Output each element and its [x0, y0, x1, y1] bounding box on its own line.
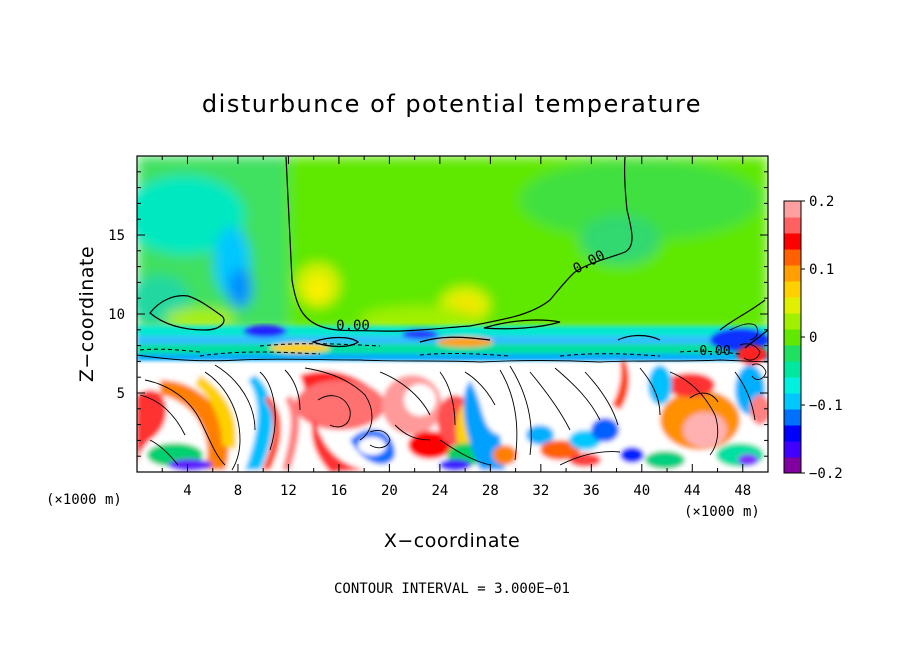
contour-interval-note: CONTOUR INTERVAL = 3.000E−01 — [334, 581, 570, 597]
colorbar-swatch — [784, 281, 801, 298]
colorbar-swatch — [784, 329, 801, 346]
y-tick-label: 15 — [108, 228, 125, 244]
x-tick-label: 32 — [532, 483, 549, 499]
colorbar-swatch — [784, 409, 801, 426]
colorbar-label: −0.1 — [809, 398, 843, 414]
x-tick-label: 24 — [431, 483, 448, 499]
x-tick-label: 44 — [684, 483, 701, 499]
contour-label: 0.00 — [336, 318, 370, 334]
x-axis-label: X−coordinate — [384, 530, 520, 552]
x-tick-label: 28 — [482, 483, 499, 499]
x-unit-left: (×1000 m) — [46, 492, 122, 508]
colorbar-swatch — [784, 201, 801, 218]
x-tick-label: 8 — [234, 483, 242, 499]
colorbar-label: −0.2 — [809, 466, 843, 482]
y-tick-label: 5 — [117, 386, 125, 402]
x-tick-label: 36 — [583, 483, 600, 499]
colorbar-swatch — [784, 217, 801, 234]
colorbar-swatch — [784, 457, 801, 474]
colorbar-swatch — [784, 297, 801, 314]
colorbar-swatch — [784, 345, 801, 362]
x-tick-label: 20 — [381, 483, 398, 499]
colorbar-swatch — [784, 361, 801, 378]
heatmap-field — [137, 156, 768, 472]
colorbar-swatch — [784, 425, 801, 442]
x-tick-label: 40 — [633, 483, 650, 499]
colorbar-swatch — [784, 233, 801, 250]
y-axis-label: Z−coordinate — [76, 246, 98, 382]
colorbar-swatch — [784, 249, 801, 266]
colorbar-swatch — [784, 313, 801, 330]
x-tick-label: 16 — [330, 483, 347, 499]
x-tick-label: 12 — [280, 483, 297, 499]
x-unit-right: (×1000 m) — [684, 504, 760, 520]
colorbar-swatch — [784, 393, 801, 410]
y-tick-label: 10 — [108, 307, 125, 323]
x-tick-label: 4 — [183, 483, 191, 499]
colorbar: 0.2 0.1 0 −0.1 −0.2 — [783, 194, 843, 482]
x-tick-label: 48 — [734, 483, 751, 499]
colorbar-label: 0.1 — [809, 262, 834, 278]
colorbar-label: 0 — [809, 330, 817, 346]
colorbar-swatch — [784, 377, 801, 394]
colorbar-swatch — [784, 265, 801, 282]
contour-label: 0.00 — [699, 344, 730, 359]
colorbar-swatch — [784, 441, 801, 458]
chart-title: disturbunce of potential temperature — [202, 90, 702, 118]
colorbar-label: 0.2 — [809, 194, 834, 210]
